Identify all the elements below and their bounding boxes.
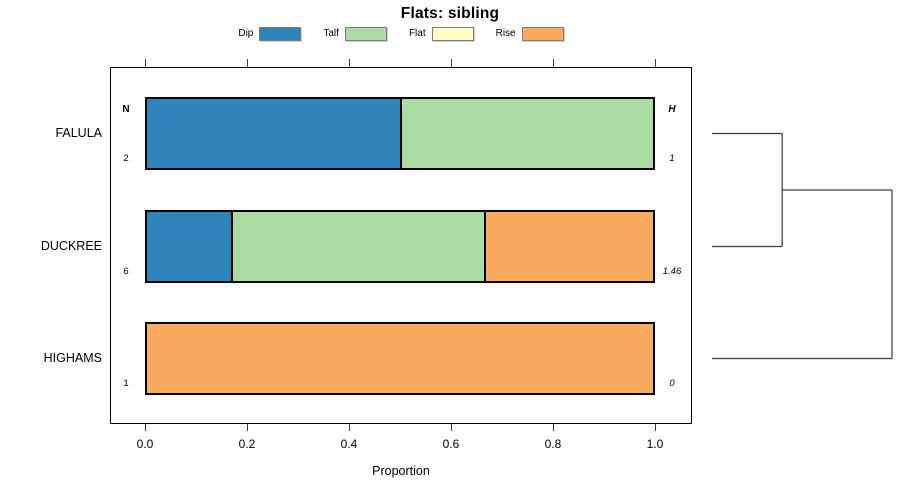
bar-segment-rise [147,324,653,393]
bar-segment-dip [147,212,232,281]
legend-swatch-talf [344,27,387,41]
plot-area [110,67,692,424]
row-label-duckree: DUCKREE [40,238,102,253]
legend-label: Dip [238,28,254,39]
h-value: 0 [669,378,675,389]
bar-segment-dip [147,99,400,168]
x-axis-tick-bottom [145,424,146,431]
x-axis-tick-top [451,59,452,67]
x-tick-label: 0.2 [238,437,256,451]
x-axis-tick-top [145,59,146,67]
stacked-bar-highams [145,322,655,395]
row-label-highams: HIGHAMS [43,350,102,365]
n-value: 2 [123,153,129,164]
x-axis-tick-bottom [349,424,350,431]
n-column-header: N [122,104,130,115]
bar-segment-talf [400,99,653,168]
n-value: 1 [123,378,129,389]
x-axis-tick-bottom [451,424,452,431]
x-tick-label: 0.6 [442,437,460,451]
chart-title: Flats: sibling [400,5,500,22]
legend-item-rise: Rise [496,27,564,41]
x-axis-tick-top [553,59,554,67]
stacked-bar-falula [145,97,655,170]
x-tick-label: 0.8 [544,437,562,451]
legend-label: Flat [408,28,426,39]
bar-segment-talf [231,212,485,281]
legend-label: Rise [495,28,516,39]
x-axis-tick-bottom [553,424,554,431]
x-tick-label: 1.0 [646,437,664,451]
legend-label: Talf [323,28,339,39]
x-axis-tick-top [247,59,248,67]
legend-item-talf: Talf [323,27,387,41]
legend-swatch-flat [431,27,474,41]
h-value: 1 [669,153,675,164]
x-axis-label: Proportion [372,464,430,478]
bar-segment-rise [484,212,653,281]
legend-swatch-dip [259,27,302,41]
x-axis-tick-bottom [655,424,656,431]
x-axis-tick-top [655,59,656,67]
legend-item-flat: Flat [409,27,474,41]
h-value: 1.46 [662,266,682,277]
row-label-falula: FALULA [55,125,102,140]
x-axis-tick-top [349,59,350,67]
stacked-bar-duckree [145,210,655,283]
x-axis-tick-bottom [247,424,248,431]
x-tick-label: 0.4 [340,437,358,451]
x-tick-label: 0.0 [136,437,154,451]
legend-swatch-rise [521,27,564,41]
n-value: 6 [123,266,129,277]
legend-item-dip: Dip [238,27,302,41]
legend: Dip Talf Flat Rise [110,25,692,43]
h-column-header: H [668,104,676,115]
